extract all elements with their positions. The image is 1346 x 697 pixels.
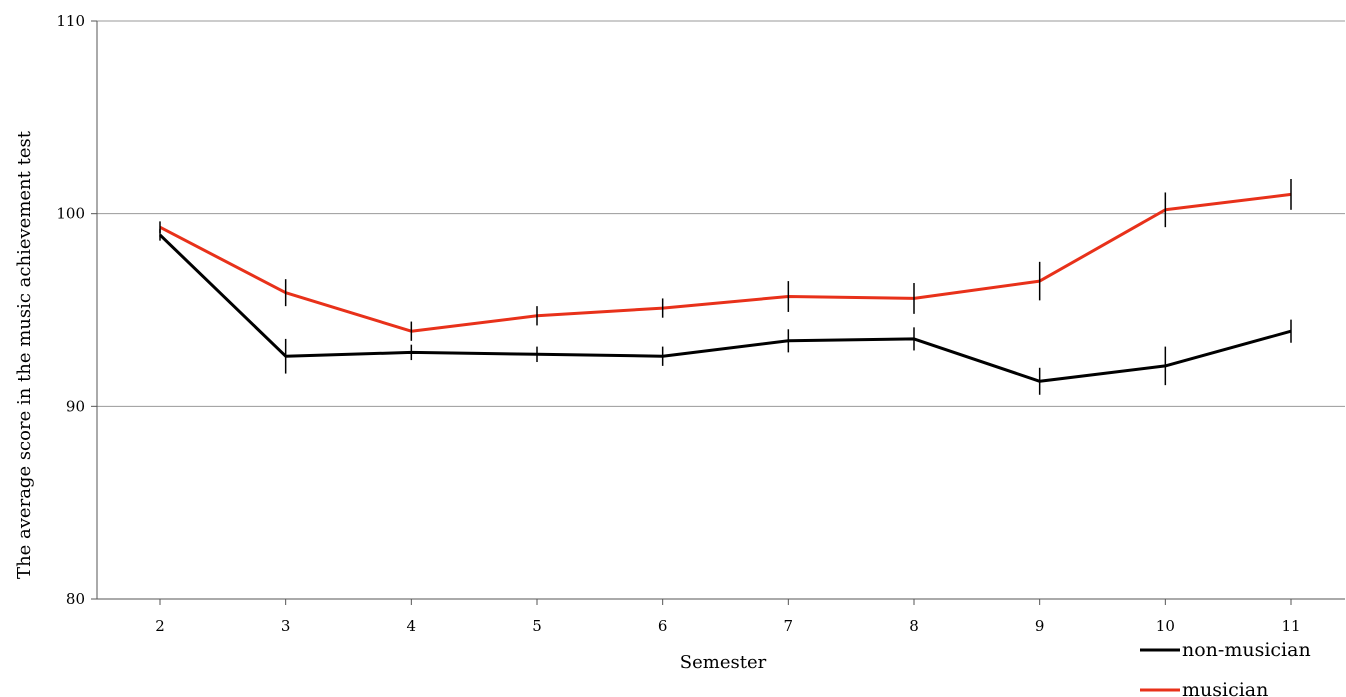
x-tick-label: 7	[784, 617, 794, 635]
x-axis-label: Semester	[680, 652, 767, 673]
x-tick-label: 9	[1035, 617, 1045, 635]
legend-label-musician: musician	[1182, 679, 1268, 697]
series-layer	[158, 178, 1292, 395]
x-tick-label: 8	[909, 617, 919, 635]
legend-label-non-musician: non-musician	[1182, 639, 1311, 661]
x-tick-label: 6	[658, 617, 668, 635]
y-tick-label: 110	[56, 12, 85, 30]
x-tick-label: 5	[532, 617, 542, 635]
y-tick-labels: 80 90 100 110	[56, 12, 85, 608]
series-line-musician	[159, 192, 1292, 333]
x-tick-label: 4	[407, 617, 417, 635]
gridlines	[97, 20, 1345, 407]
y-axis-label: The average score in the music achieveme…	[14, 130, 35, 579]
y-tick-label: 90	[66, 397, 85, 415]
legend: non-musician musician	[1140, 639, 1311, 697]
x-tick-label: 11	[1281, 617, 1300, 635]
x-tick-label: 10	[1156, 617, 1175, 635]
x-tick-label: 2	[155, 617, 165, 635]
series-line-non-musician	[158, 233, 1292, 383]
y-tick-label: 80	[66, 590, 85, 608]
y-tick-label: 100	[56, 205, 85, 223]
axes	[91, 20, 1345, 605]
x-tick-label: 3	[281, 617, 291, 635]
x-tick-labels: 2 3 4 5 6 7 8 9 10 11	[155, 617, 1300, 635]
